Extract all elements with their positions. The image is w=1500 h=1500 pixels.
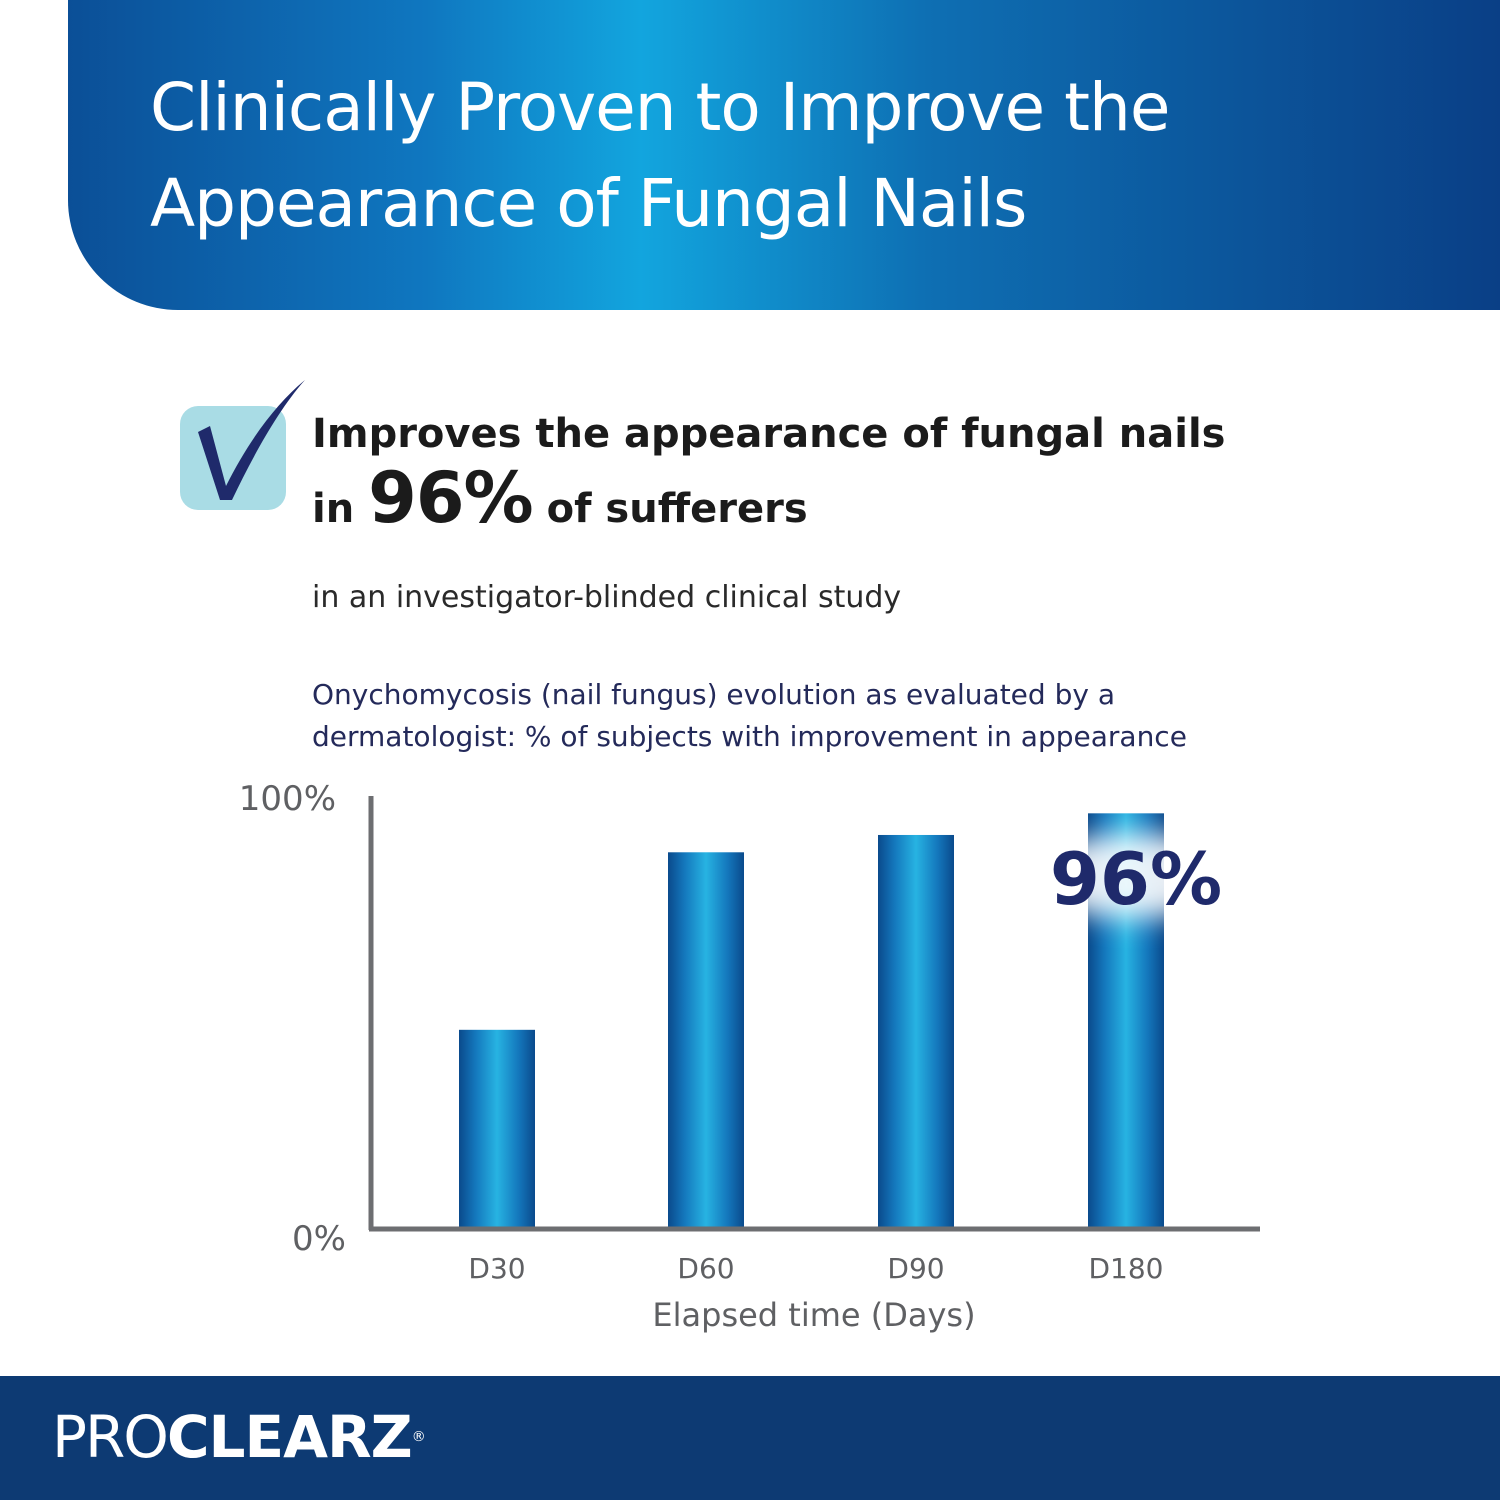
bar-d90 xyxy=(878,834,954,1229)
page-title-line-1: Clinically Proven to Improve the xyxy=(150,69,1170,146)
claim-suffix: of sufferers xyxy=(546,486,808,532)
claim-prefix: in xyxy=(312,486,355,532)
y-tick-label-min: 0% xyxy=(292,1219,346,1259)
checkmark-icon xyxy=(198,380,305,500)
brand-logo-light: PRO xyxy=(52,1403,169,1471)
claim-line-1: Improves the appearance of fungal nails xyxy=(312,411,1226,457)
header-banner: Clinically Proven to Improve the Appeara… xyxy=(68,0,1500,310)
chart-title-line-2: dermatologist: % of subjects with improv… xyxy=(312,720,1187,753)
page-title-line-2: Appearance of Fungal Nails xyxy=(150,165,1027,242)
bar-chart: 100% 0% D30 D60 D90 D180 Elapsed time (Days… xyxy=(239,779,1260,1334)
category-label-d90: D90 xyxy=(887,1252,944,1285)
bar-d60 xyxy=(668,852,744,1229)
x-axis-label: Elapsed time (Days) xyxy=(652,1296,975,1334)
bar-d30 xyxy=(459,1029,535,1229)
category-label-d60: D60 xyxy=(677,1252,734,1285)
category-label-d180: D180 xyxy=(1088,1252,1163,1285)
chart-title-line-1: Onychomycosis (nail fungus) evolution as… xyxy=(312,678,1115,711)
category-label-d30: D30 xyxy=(468,1252,525,1285)
claim-headline: Improves the appearance of fungal nails … xyxy=(312,402,1225,541)
footer-bar: PROCLEARZ® xyxy=(0,1376,1500,1500)
brand-registered-mark: ® xyxy=(411,1429,426,1445)
brand-logo: PROCLEARZ® xyxy=(52,1402,426,1472)
claim-line-2: in 96% of sufferers xyxy=(312,463,1225,541)
brand-logo-bold: CLEARZ xyxy=(166,1403,413,1471)
study-note: in an investigator-blinded clinical stud… xyxy=(312,580,902,615)
callout-layer: 96% xyxy=(1036,834,1236,921)
bars-layer xyxy=(459,813,1164,1229)
y-tick-label-max: 100% xyxy=(239,779,336,819)
chart-title: Onychomycosis (nail fungus) evolution as… xyxy=(312,674,1187,758)
page-title: Clinically Proven to Improve the Appeara… xyxy=(150,60,1170,252)
category-labels: D30 D60 D90 D180 xyxy=(468,1252,1163,1285)
callout-glow xyxy=(1036,834,1236,918)
value-callout-d180: 96% xyxy=(1050,837,1222,921)
claim-percentage: 96% xyxy=(368,457,534,539)
